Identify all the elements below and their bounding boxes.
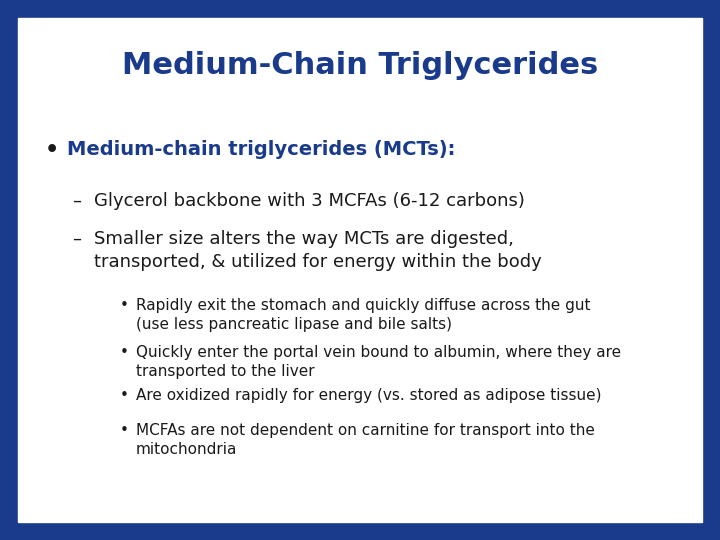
Text: Smaller size alters the way MCTs are digested,
transported, & utilized for energ: Smaller size alters the way MCTs are dig… (94, 230, 541, 271)
Text: –: – (72, 192, 81, 210)
Text: Rapidly exit the stomach and quickly diffuse across the gut
(use less pancreatic: Rapidly exit the stomach and quickly dif… (136, 298, 590, 332)
Text: Medium-chain triglycerides (MCTs):: Medium-chain triglycerides (MCTs): (67, 140, 455, 159)
Text: •: • (120, 388, 129, 403)
Text: •: • (120, 345, 129, 360)
Text: Quickly enter the portal vein bound to albumin, where they are
transported to th: Quickly enter the portal vein bound to a… (136, 345, 621, 379)
Text: •: • (45, 140, 59, 160)
Text: –: – (72, 230, 81, 248)
Text: MCFAs are not dependent on carnitine for transport into the
mitochondria: MCFAs are not dependent on carnitine for… (136, 423, 595, 457)
Text: Are oxidized rapidly for energy (vs. stored as adipose tissue): Are oxidized rapidly for energy (vs. sto… (136, 388, 601, 403)
Text: Medium-Chain Triglycerides: Medium-Chain Triglycerides (122, 51, 598, 79)
Text: •: • (120, 298, 129, 313)
Text: Glycerol backbone with 3 MCFAs (6-12 carbons): Glycerol backbone with 3 MCFAs (6-12 car… (94, 192, 525, 210)
Text: •: • (120, 423, 129, 438)
